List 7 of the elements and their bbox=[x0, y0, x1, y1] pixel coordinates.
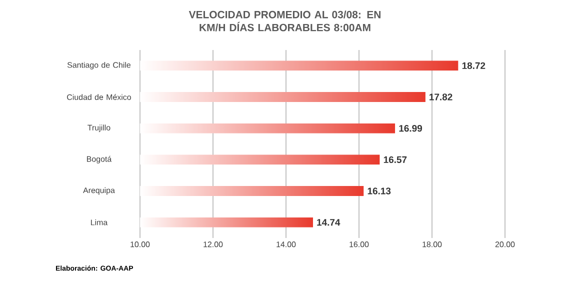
data-label: 18.72 bbox=[462, 62, 486, 70]
data-label: 17.82 bbox=[430, 94, 452, 100]
data-label: 16.13 bbox=[368, 188, 391, 194]
data-label: 14.74 bbox=[317, 219, 340, 226]
data-label: 16.99 bbox=[399, 124, 422, 132]
chart-title: VELOCIDAD PROMEDIO AL 03/08: EN KM/H DÍAS LABORABLES 8:00AM bbox=[188, 10, 380, 32]
data-label: 16.57 bbox=[384, 156, 407, 164]
